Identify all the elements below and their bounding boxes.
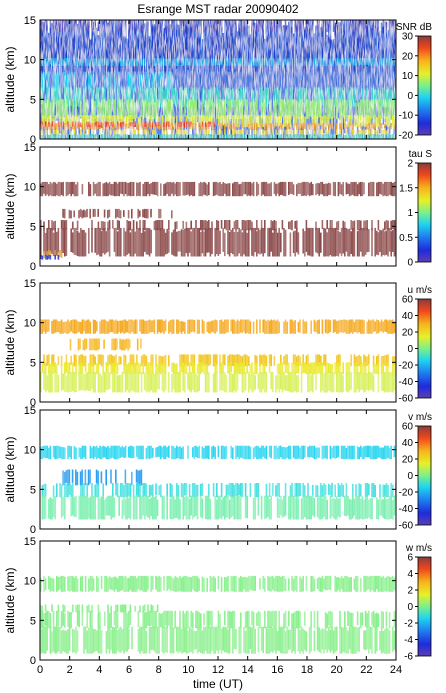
y-tick-label: 10 xyxy=(24,445,36,457)
colorbar-tick-label: 10 xyxy=(402,71,414,82)
y-tick-label: 10 xyxy=(24,182,36,194)
y-tick-label: 15 xyxy=(24,15,36,27)
colorbar-tick-label: -6 xyxy=(404,652,413,663)
y-axis-label: altitude (km) xyxy=(3,46,17,112)
colorbar-tick-label: -2 xyxy=(404,619,413,630)
colorbar xyxy=(417,556,432,657)
colorbar xyxy=(417,425,432,526)
panel-2: 0 5 10 15 altitude (km) tau S 0 0.5 1 1.5 2 xyxy=(3,142,432,273)
colorbar-tick-label: 1.5 xyxy=(399,183,413,194)
colorbar-tick-label: 40 xyxy=(402,311,414,322)
colorbar-label: u m/s xyxy=(408,285,432,296)
y-tick-label: 10 xyxy=(24,55,36,67)
y-tick-label: 10 xyxy=(24,576,36,588)
colorbar-tick-label: 0 xyxy=(407,602,413,613)
data-field xyxy=(40,181,396,260)
colorbar-tick-label: 60 xyxy=(402,422,414,433)
colorbar-tick-label: 40 xyxy=(402,438,414,449)
y-tick-label: 5 xyxy=(30,221,36,233)
x-tick-label: 16 xyxy=(271,664,283,676)
y-tick-label: 15 xyxy=(24,536,36,548)
colorbar-tick-label: -40 xyxy=(399,504,414,515)
x-axis-label: time (UT) xyxy=(193,677,243,691)
colorbar-tick-label: -20 xyxy=(399,361,414,372)
x-tick-label: 0 xyxy=(37,664,43,676)
colorbar-tick-label: 6 xyxy=(407,553,413,564)
y-tick-label: 10 xyxy=(24,318,36,330)
colorbar xyxy=(417,35,432,136)
colorbar-tick-label: 30 xyxy=(402,32,414,43)
x-tick-label: 4 xyxy=(96,664,102,676)
data-field xyxy=(40,319,396,393)
y-tick-label: 0 xyxy=(30,397,36,409)
colorbar xyxy=(417,162,432,263)
data-field xyxy=(40,445,396,520)
y-tick-label: 15 xyxy=(24,405,36,417)
x-tick-label: 8 xyxy=(156,664,162,676)
colorbar xyxy=(417,298,432,399)
colorbar-tick-label: 2 xyxy=(407,159,413,170)
y-tick-label: 0 xyxy=(30,134,36,146)
colorbar-tick-label: 20 xyxy=(402,455,414,466)
colorbar-tick-label: 2 xyxy=(407,586,413,597)
colorbar-tick-label: -20 xyxy=(399,131,414,142)
y-tick-label: 5 xyxy=(30,484,36,496)
colorbar-tick-label: 0 xyxy=(407,91,413,102)
y-tick-label: 5 xyxy=(30,615,36,627)
colorbar-tick-label: 0.5 xyxy=(399,233,413,244)
colorbar-tick-label: -60 xyxy=(399,521,414,532)
y-tick-label: 0 xyxy=(30,655,36,667)
colorbar-tick-label: 60 xyxy=(402,295,414,306)
x-tick-label: 12 xyxy=(212,664,224,676)
colorbar-tick-label: -10 xyxy=(399,111,414,122)
colorbar-label: v m/s xyxy=(408,412,432,423)
colorbar-tick-label: 20 xyxy=(402,51,414,62)
colorbar-tick-label: -20 xyxy=(399,488,414,499)
x-tick-label: 2 xyxy=(67,664,73,676)
colorbar-label: SNR dB xyxy=(396,22,432,33)
y-axis-label: altitude (km) xyxy=(3,567,17,633)
colorbar-label: tau S xyxy=(409,149,433,160)
figure-title: Esrange MST radar 20090402 xyxy=(137,2,299,16)
y-tick-label: 5 xyxy=(30,94,36,106)
colorbar-tick-label: 20 xyxy=(402,328,414,339)
panel-4: 0 5 10 15 altitude (km) v m/s -60 -40 -20 0 20 40 60 xyxy=(3,405,432,536)
x-tick-label: 18 xyxy=(301,664,313,676)
x-tick-label: 6 xyxy=(126,664,132,676)
x-tick-label: 22 xyxy=(360,664,372,676)
x-tick-label: 24 xyxy=(390,664,402,676)
colorbar-tick-label: 0 xyxy=(407,258,413,269)
y-tick-label: 15 xyxy=(24,278,36,290)
data-field xyxy=(40,575,396,654)
x-tick-label: 10 xyxy=(182,664,194,676)
y-axis-label: altitude (km) xyxy=(3,309,17,375)
colorbar-label: w m/s xyxy=(405,543,432,554)
colorbar-tick-label: -60 xyxy=(399,394,414,405)
y-tick-label: 15 xyxy=(24,142,36,154)
y-tick-label: 5 xyxy=(30,357,36,369)
colorbar-tick-label: 0 xyxy=(407,344,413,355)
y-tick-label: 0 xyxy=(30,524,36,536)
y-axis-label: altitude (km) xyxy=(3,173,17,239)
colorbar-tick-label: -40 xyxy=(399,377,414,388)
x-tick-label: 20 xyxy=(331,664,343,676)
colorbar-tick-label: 4 xyxy=(407,569,413,580)
colorbar-tick-label: 0 xyxy=(407,471,413,482)
panel-1: 0 5 10 15 altitude (km) SNR dB -20 -10 0 10 20 30 xyxy=(3,15,432,146)
panel-3: 0 5 10 15 altitude (km) u m/s -60 -40 -20 0 20 40 60 xyxy=(3,278,432,409)
colorbar-tick-label: -4 xyxy=(404,635,413,646)
y-tick-label: 0 xyxy=(30,261,36,273)
colorbar-tick-label: 1 xyxy=(407,208,413,219)
x-tick-label: 14 xyxy=(242,664,254,676)
y-axis-label: altitude (km) xyxy=(3,436,17,502)
data-field xyxy=(40,20,396,139)
